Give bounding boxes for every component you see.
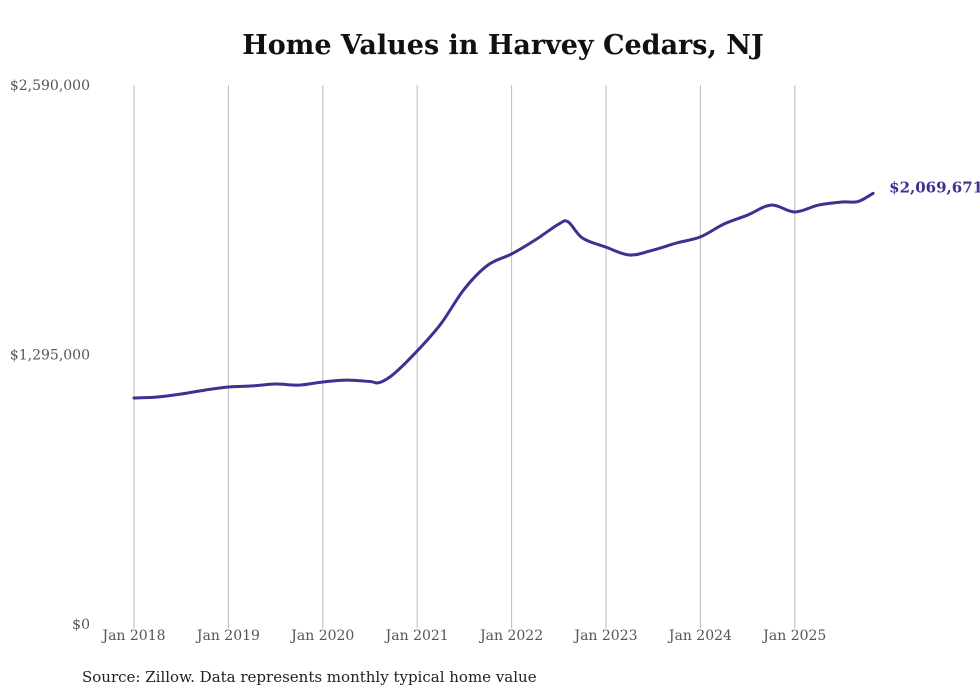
end-value-label: $2,069,671 xyxy=(889,178,980,196)
x-tick-label: Jan 2021 xyxy=(384,628,449,644)
x-tick-label: Jan 2019 xyxy=(195,628,260,644)
x-tick-label: Jan 2018 xyxy=(100,628,165,644)
x-tick-label: Jan 2024 xyxy=(667,628,732,644)
chart-title: Home Values in Harvey Cedars, NJ xyxy=(242,30,764,61)
y-tick-label: $0 xyxy=(72,617,90,633)
source-note: Source: Zillow. Data represents monthly … xyxy=(82,668,537,686)
x-tick-label: Jan 2022 xyxy=(478,628,543,644)
y-tick-label: $2,590,000 xyxy=(10,78,90,94)
x-tick-label: Jan 2023 xyxy=(572,628,637,644)
x-tick-label: Jan 2025 xyxy=(761,628,826,644)
x-tick-label: Jan 2020 xyxy=(289,628,354,644)
y-tick-label: $1,295,000 xyxy=(10,348,90,364)
series-line xyxy=(132,191,875,400)
